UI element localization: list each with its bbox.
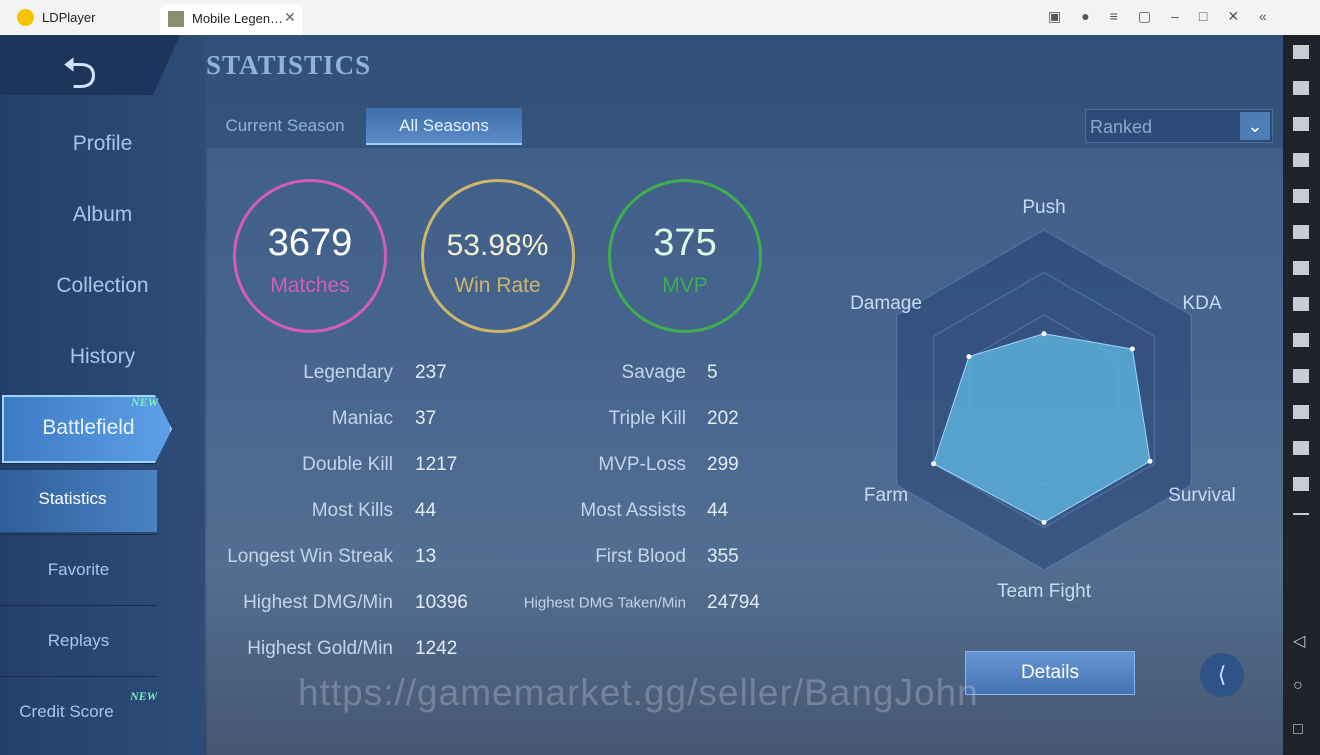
stat-number: 202 [707, 408, 739, 429]
radar-axis-label: Push [1022, 197, 1065, 218]
nav-divider [0, 463, 157, 464]
stat-name: Savage [621, 362, 686, 383]
stat-number: 13 [415, 546, 437, 567]
emulator-sidebar: ◁ ○ □ [1283, 35, 1320, 755]
stat-circle [608, 179, 762, 333]
nav-divider [0, 605, 157, 606]
stat-name: First Blood [595, 546, 686, 567]
radar-axis-label: Team Fight [997, 581, 1092, 602]
tab-icon [168, 11, 184, 27]
stat-number: 37 [415, 408, 437, 429]
tab-title: Mobile Legen… [192, 11, 284, 26]
radar-axis-label: Survival [1168, 485, 1236, 506]
tab[interactable]: All Seasons [366, 108, 522, 145]
stat-label: MVP [662, 274, 708, 297]
nav-item[interactable]: Credit Score [19, 702, 114, 721]
nav-divider [0, 676, 157, 677]
nav-highlight [2, 395, 172, 463]
stat-value: 375 [653, 222, 717, 264]
stat-number: 299 [707, 454, 739, 475]
stat-label: Matches [270, 274, 350, 297]
new-badge: NEW [130, 689, 158, 703]
radar-point [966, 354, 972, 360]
stat-name: Double Kill [302, 454, 393, 475]
radar-point [1147, 458, 1153, 464]
stat-name: Most Kills [311, 500, 393, 521]
stat-name: Maniac [331, 408, 393, 429]
share-button[interactable]: ⟨ [1200, 653, 1244, 697]
stat-number: 1217 [415, 454, 458, 475]
back-panel [0, 35, 180, 95]
stat-number: 355 [707, 546, 739, 567]
stat-circle [233, 179, 387, 333]
stat-name: Legendary [303, 362, 393, 383]
radar-point [1041, 331, 1047, 337]
new-badge: NEW [131, 395, 159, 409]
app-icon [17, 9, 34, 26]
radar-axis-label: Damage [850, 293, 922, 314]
stat-number: 24794 [707, 592, 760, 613]
details-button[interactable]: Details [965, 651, 1135, 695]
android-buttons[interactable]: ◁ ○ □ [1293, 633, 1306, 738]
dropdown-arrow: ⌄ [1240, 112, 1270, 140]
stat-name: Longest Win Streak [227, 546, 393, 567]
page-title: STATISTICS [206, 50, 372, 80]
stat-value: 53.98% [446, 229, 549, 262]
stat-name: Most Assists [580, 500, 686, 521]
window-controls[interactable]: ▣●≡▢–□✕« [1048, 8, 1287, 24]
nav-item[interactable]: Statistics [38, 489, 107, 508]
stat-number: 5 [707, 362, 718, 383]
stat-name: Highest DMG Taken/Min [523, 594, 686, 612]
stat-number: 44 [415, 500, 437, 521]
stat-name: Triple Kill [608, 408, 686, 429]
stat-number: 10396 [415, 592, 468, 613]
tab[interactable]: Mobile Legen… ✕ [160, 4, 302, 35]
back-button[interactable]: ⮌ [62, 49, 98, 98]
nav-item[interactable]: Replays [47, 631, 110, 650]
stat-name: Highest Gold/Min [247, 638, 393, 659]
watermark: https://gamemarket.gg/seller/BangJohn [298, 672, 979, 713]
radar-point [1129, 346, 1135, 352]
stat-circle [420, 179, 575, 333]
sidebar-icons[interactable] [1293, 45, 1309, 515]
nav-item[interactable]: Profile [72, 132, 133, 155]
nav-highlight [0, 470, 157, 532]
nav-item[interactable]: History [69, 345, 136, 368]
radar-axis-label: Farm [864, 485, 908, 506]
tab[interactable]: Current Season [225, 116, 345, 135]
app-name: LDPlayer [42, 10, 96, 25]
dropdown-label: Ranked [1090, 117, 1153, 137]
radar-ring [896, 229, 1192, 571]
stat-number: 1242 [415, 638, 458, 659]
stat-number: 237 [415, 362, 447, 383]
nav-item[interactable]: Collection [56, 274, 149, 297]
tab-close[interactable]: ✕ [284, 9, 296, 25]
stat-value: 3679 [267, 222, 353, 264]
nav-divider [0, 534, 157, 535]
radar-axis-label: KDA [1182, 293, 1221, 314]
stat-number: 44 [707, 500, 729, 521]
nav-item[interactable]: Favorite [47, 560, 110, 579]
dropdown[interactable]: Ranked ⌄ [1085, 109, 1273, 143]
stat-name: Highest DMG/Min [243, 592, 393, 613]
nav-item[interactable]: Battlefield [42, 416, 135, 439]
nav-item[interactable]: Album [72, 203, 133, 226]
stat-label: Win Rate [454, 274, 541, 297]
radar-point [931, 461, 937, 467]
stat-name: MVP-Loss [598, 454, 686, 475]
title-bar: LDPlayer Mobile Legen… ✕ ▣●≡▢–□✕« [0, 0, 1320, 35]
radar-point [1041, 519, 1047, 525]
radar-ring [932, 271, 1156, 529]
